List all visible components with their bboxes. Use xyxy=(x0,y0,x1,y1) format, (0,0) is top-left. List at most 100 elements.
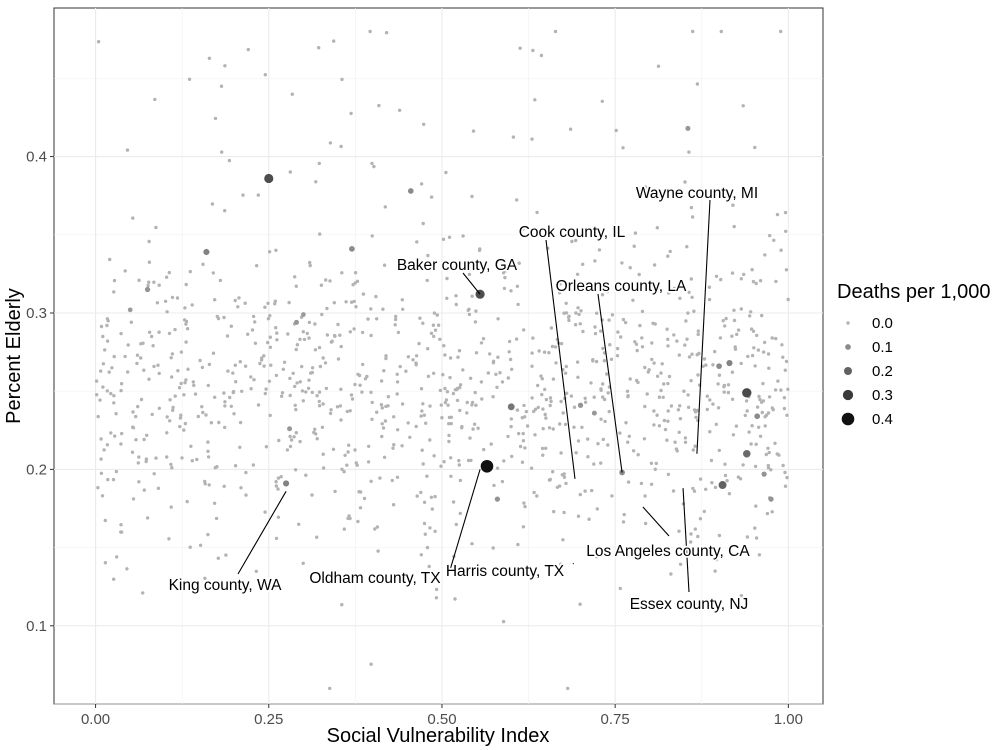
scatter-point xyxy=(288,170,292,174)
legend-key xyxy=(844,367,852,375)
scatter-point xyxy=(147,239,151,244)
scatter-point xyxy=(442,460,446,464)
scatter-point xyxy=(206,383,210,388)
scatter-point xyxy=(215,314,219,319)
scatter-point xyxy=(760,410,764,415)
scatter-point xyxy=(578,492,582,497)
scatter-point xyxy=(510,454,514,459)
scatter-point xyxy=(126,343,130,347)
scatter-point xyxy=(252,378,256,382)
scatter-point xyxy=(502,459,506,463)
scatter-point xyxy=(346,450,350,454)
scatter-point xyxy=(522,403,526,408)
grid-minor xyxy=(54,8,823,705)
scatter-point xyxy=(136,404,140,409)
scatter-point xyxy=(761,350,766,354)
scatter-point xyxy=(375,410,379,414)
scatter-point xyxy=(564,481,568,486)
scatter-point xyxy=(276,487,280,491)
scatter-point xyxy=(580,425,584,429)
scatter-point xyxy=(313,322,317,326)
y-tick-label: 0.4 xyxy=(26,149,47,166)
scatter-point xyxy=(224,553,228,557)
scatter-point xyxy=(448,356,453,360)
scatter-point xyxy=(736,328,741,332)
scatter-point xyxy=(685,245,689,249)
scatter-point xyxy=(415,240,419,244)
scatter-point xyxy=(228,395,232,400)
scatter-point xyxy=(574,311,578,315)
scatter-point xyxy=(786,297,790,302)
scatter-point xyxy=(328,141,333,145)
scatter-point xyxy=(603,419,607,424)
scatter-point xyxy=(211,271,215,275)
scatter-point xyxy=(750,268,754,272)
scatter-point xyxy=(576,439,581,443)
scatter-point xyxy=(294,431,298,435)
annotation-label-halo: Essex county, NJ xyxy=(630,596,749,613)
scatter-point xyxy=(99,471,104,475)
scatter-point xyxy=(561,411,565,415)
scatter-point xyxy=(467,312,472,317)
scatter-point xyxy=(469,458,473,463)
scatter-point xyxy=(426,374,431,378)
scatter-point xyxy=(708,430,712,434)
scatter-point xyxy=(446,267,451,271)
scatter-point xyxy=(168,419,172,423)
scatter-point xyxy=(378,476,382,480)
scatter-point xyxy=(537,349,541,353)
scatter-point xyxy=(626,440,630,444)
scatter-point xyxy=(439,464,443,468)
scatter-point xyxy=(396,330,401,335)
scatter-point xyxy=(500,380,505,384)
scatter-point xyxy=(492,483,496,488)
scatter-point xyxy=(286,332,290,336)
scatter-point xyxy=(686,405,691,409)
scatter-point xyxy=(455,398,460,403)
scatter-point xyxy=(742,272,746,277)
scatter-point xyxy=(241,193,245,197)
scatter-point xyxy=(425,545,430,550)
scatter-point xyxy=(164,275,169,279)
scatter-point xyxy=(734,424,739,428)
scatter-point xyxy=(446,403,450,407)
scatter-point xyxy=(747,430,751,434)
scatter-point xyxy=(623,320,628,325)
scatter-point xyxy=(649,482,654,486)
scatter-point xyxy=(642,437,647,441)
scatter-point xyxy=(447,439,451,444)
scatter-point xyxy=(206,449,210,453)
scatter-point xyxy=(473,390,477,395)
scatter-point xyxy=(99,457,103,461)
legend-key xyxy=(845,344,851,350)
scatter-point xyxy=(424,421,428,425)
scatter-point xyxy=(348,409,352,413)
scatter-point xyxy=(184,282,188,287)
scatter-point xyxy=(517,261,521,265)
scatter-point xyxy=(465,411,469,415)
scatter-point xyxy=(165,431,169,435)
scatter-point xyxy=(621,317,626,322)
scatter-point xyxy=(352,299,356,304)
annotation-line xyxy=(462,272,481,295)
scatter-point xyxy=(517,431,521,436)
scatter-point xyxy=(457,463,461,467)
scatter-point xyxy=(781,355,785,359)
scatter-point xyxy=(386,395,391,399)
scatter-point xyxy=(201,410,205,415)
scatter-point xyxy=(141,591,145,595)
scatter-point xyxy=(539,53,544,58)
scatter-point xyxy=(345,463,349,467)
scatter-point xyxy=(507,339,512,344)
scatter-point xyxy=(368,29,372,34)
scatter-point xyxy=(328,411,333,416)
scatter-point xyxy=(231,371,235,375)
legend-key xyxy=(846,321,850,325)
scatter-point xyxy=(718,336,723,340)
scatter-point xyxy=(343,453,347,457)
scatter-point xyxy=(480,397,484,401)
scatter-point xyxy=(381,307,385,311)
scatter-point xyxy=(479,380,484,384)
scatter-point xyxy=(392,415,396,419)
scatter-point xyxy=(682,389,686,393)
